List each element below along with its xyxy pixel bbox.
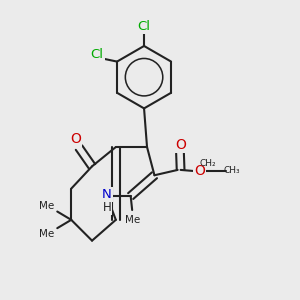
Text: H: H <box>103 201 111 214</box>
Text: Me: Me <box>125 215 140 225</box>
Text: CH₃: CH₃ <box>223 166 240 175</box>
Text: N: N <box>102 188 112 201</box>
Text: Me: Me <box>39 201 54 211</box>
Text: O: O <box>194 164 205 178</box>
Text: Cl: Cl <box>138 20 151 33</box>
Text: Cl: Cl <box>91 48 103 61</box>
Text: O: O <box>70 132 81 146</box>
Text: CH₂: CH₂ <box>200 159 216 168</box>
Text: Me: Me <box>39 229 54 238</box>
Text: O: O <box>175 138 186 152</box>
